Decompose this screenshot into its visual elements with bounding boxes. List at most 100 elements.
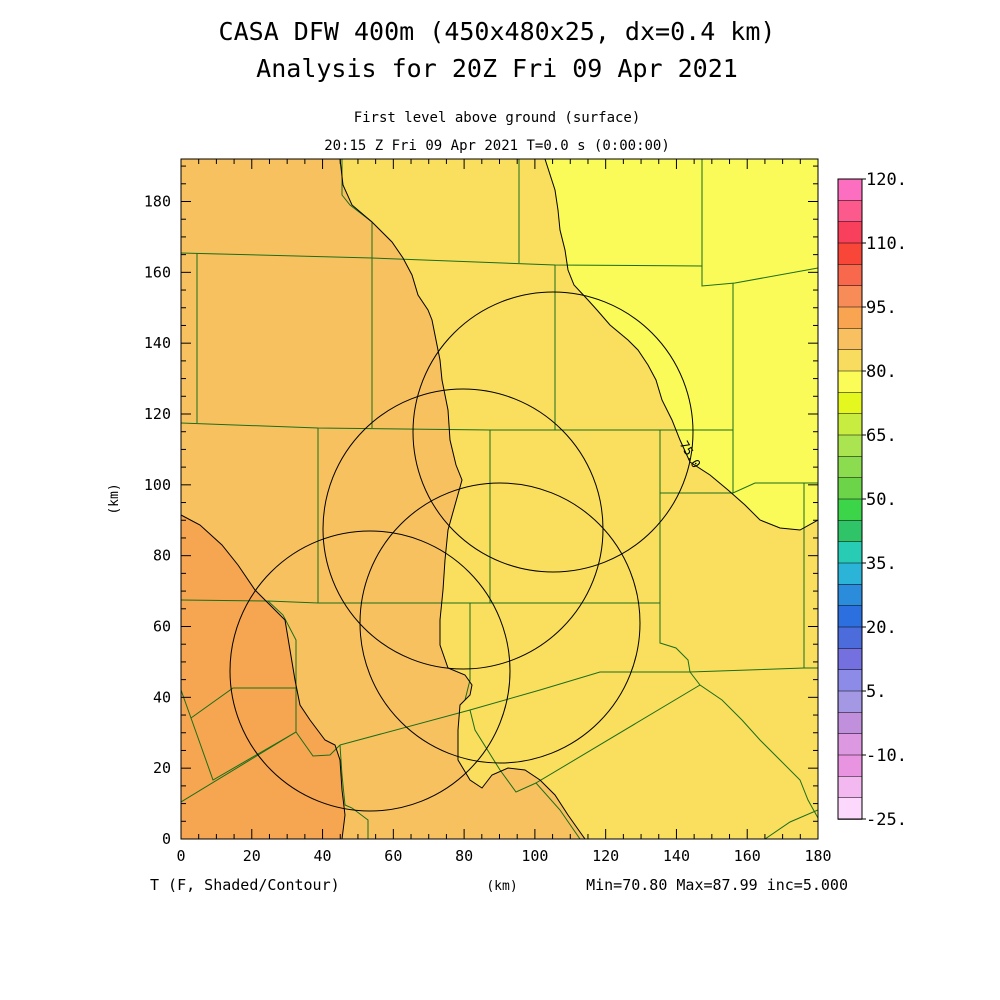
x-tick-label: 20: [243, 847, 261, 865]
colorbar-label: -10.: [866, 746, 907, 766]
x-tick-label: 120: [592, 847, 619, 865]
colorbar-label: 95.: [866, 298, 897, 318]
colorbar-swatch: [837, 285, 863, 308]
county-line: [181, 252, 703, 267]
y-tick-label: 80: [153, 547, 171, 565]
colorbar-swatch: [837, 306, 863, 330]
county-line: [341, 159, 373, 258]
x-tick-label: 40: [314, 847, 332, 865]
county-line: [535, 684, 701, 839]
title-line-2: Analysis for 20Z Fri 09 Apr 2021: [256, 54, 738, 83]
colorbar-label: 65.: [866, 426, 897, 446]
county-line: [659, 603, 818, 673]
units-label: (km): [486, 879, 517, 894]
county-line: [181, 731, 297, 803]
colorbar-swatch: [837, 626, 863, 650]
colorbar-label: -25.: [866, 810, 907, 830]
y-tick-label: 100: [144, 476, 171, 494]
colorbar-swatch: [837, 712, 863, 735]
colorbar-swatch: [837, 477, 863, 500]
min-max-stats: Min=70.80 Max=87.99 inc=5.000: [586, 876, 848, 894]
contour-line-85: [181, 514, 346, 839]
x-tick-label: 100: [521, 847, 548, 865]
colorbar-swatch: [837, 776, 863, 799]
y-tick-label: 40: [153, 688, 171, 706]
colorbar-swatch: [837, 498, 863, 522]
y-tick-label: 120: [144, 405, 171, 423]
x-tick-label: 0: [176, 847, 185, 865]
colorbar-label: 35.: [866, 554, 897, 574]
radar-ring: [229, 530, 511, 812]
colorbar-swatch: [837, 648, 863, 671]
subtitle-level: First level above ground (surface): [354, 110, 641, 126]
colorbar-swatch: [837, 349, 863, 372]
colorbar-swatch: [837, 797, 863, 820]
colorbar-swatch: [837, 242, 863, 266]
colorbar-label: 50.: [866, 490, 897, 510]
temperature-shading: [181, 159, 818, 839]
colorbar-swatch: [837, 456, 863, 479]
contour-line-75: [544, 159, 818, 531]
colorbar: 120. 110. 95. 80. 65. 50. 35. 20. 5. -10. -25.: [837, 170, 907, 830]
contour-line-80: [339, 159, 586, 839]
shade-warm-region: [181, 515, 345, 839]
county-lines: [181, 159, 818, 839]
x-tick-label: 60: [384, 847, 402, 865]
county-line: [181, 599, 660, 604]
y-tick-label: 60: [153, 618, 171, 636]
county-line: [339, 744, 369, 839]
county-line: [190, 717, 341, 781]
variable-label: T (F, Shaded/Contour): [150, 876, 340, 894]
colorbar-label: 120.: [866, 170, 907, 190]
colorbar-label: 110.: [866, 234, 907, 254]
county-line: [689, 671, 818, 819]
y-tick-label: 0: [162, 830, 171, 848]
colorbar-label: 5.: [866, 682, 886, 702]
county-line: [267, 600, 297, 732]
colorbar-swatch: [837, 264, 863, 287]
y-axis-label: (km): [107, 483, 122, 514]
colorbar-label: 80.: [866, 362, 897, 382]
colorbar-swatch: [837, 562, 863, 586]
colorbar-swatch: [837, 520, 863, 543]
county-line: [660, 482, 818, 494]
colorbar-label: 20.: [866, 618, 897, 638]
axes: 0 20 40 60 80 100 120 140 160 180 0 20 40 60 80 100 120 1…: [144, 159, 832, 865]
y-tick-label: 140: [144, 334, 171, 352]
shade-coolest-region: [545, 159, 818, 530]
radar-ring: [412, 291, 694, 573]
colorbar-swatch: [837, 370, 863, 394]
subtitle-time: 20:15 Z Fri 09 Apr 2021 T=0.0 s (0:00:00…: [324, 138, 670, 154]
y-tick-label: 20: [153, 759, 171, 777]
x-tick-label: 80: [455, 847, 473, 865]
title-line-1: CASA DFW 400m (450x480x25, dx=0.4 km): [219, 17, 776, 46]
county-line: [181, 687, 296, 719]
county-line: [339, 709, 537, 793]
colorbar-swatch: [837, 221, 863, 244]
temperature-contours: [181, 159, 818, 839]
colorbar-swatch: [837, 690, 863, 714]
county-line: [464, 603, 471, 701]
radar-ring: [322, 388, 604, 670]
colorbar-swatch: [837, 200, 863, 223]
y-tick-label: 180: [144, 193, 171, 211]
county-line: [764, 809, 818, 839]
colorbar-swatch: [837, 605, 863, 628]
colorbar-swatch: [837, 733, 863, 756]
x-tick-label: 140: [663, 847, 690, 865]
county-line: [469, 671, 690, 711]
radar-range-rings: [229, 291, 694, 812]
x-tick-label: 160: [734, 847, 761, 865]
colorbar-swatch: [837, 754, 863, 778]
colorbar-swatch: [837, 392, 863, 415]
colorbar-swatch: [837, 584, 863, 607]
colorbar-swatch: [837, 413, 863, 436]
y-tick-label: 160: [144, 263, 171, 281]
colorbar-swatch: [837, 178, 863, 202]
x-tick-label: 180: [804, 847, 831, 865]
colorbar-swatch: [837, 434, 863, 458]
colorbar-swatch: [837, 541, 863, 564]
radar-ring: [359, 482, 641, 764]
county-line: [701, 159, 818, 287]
